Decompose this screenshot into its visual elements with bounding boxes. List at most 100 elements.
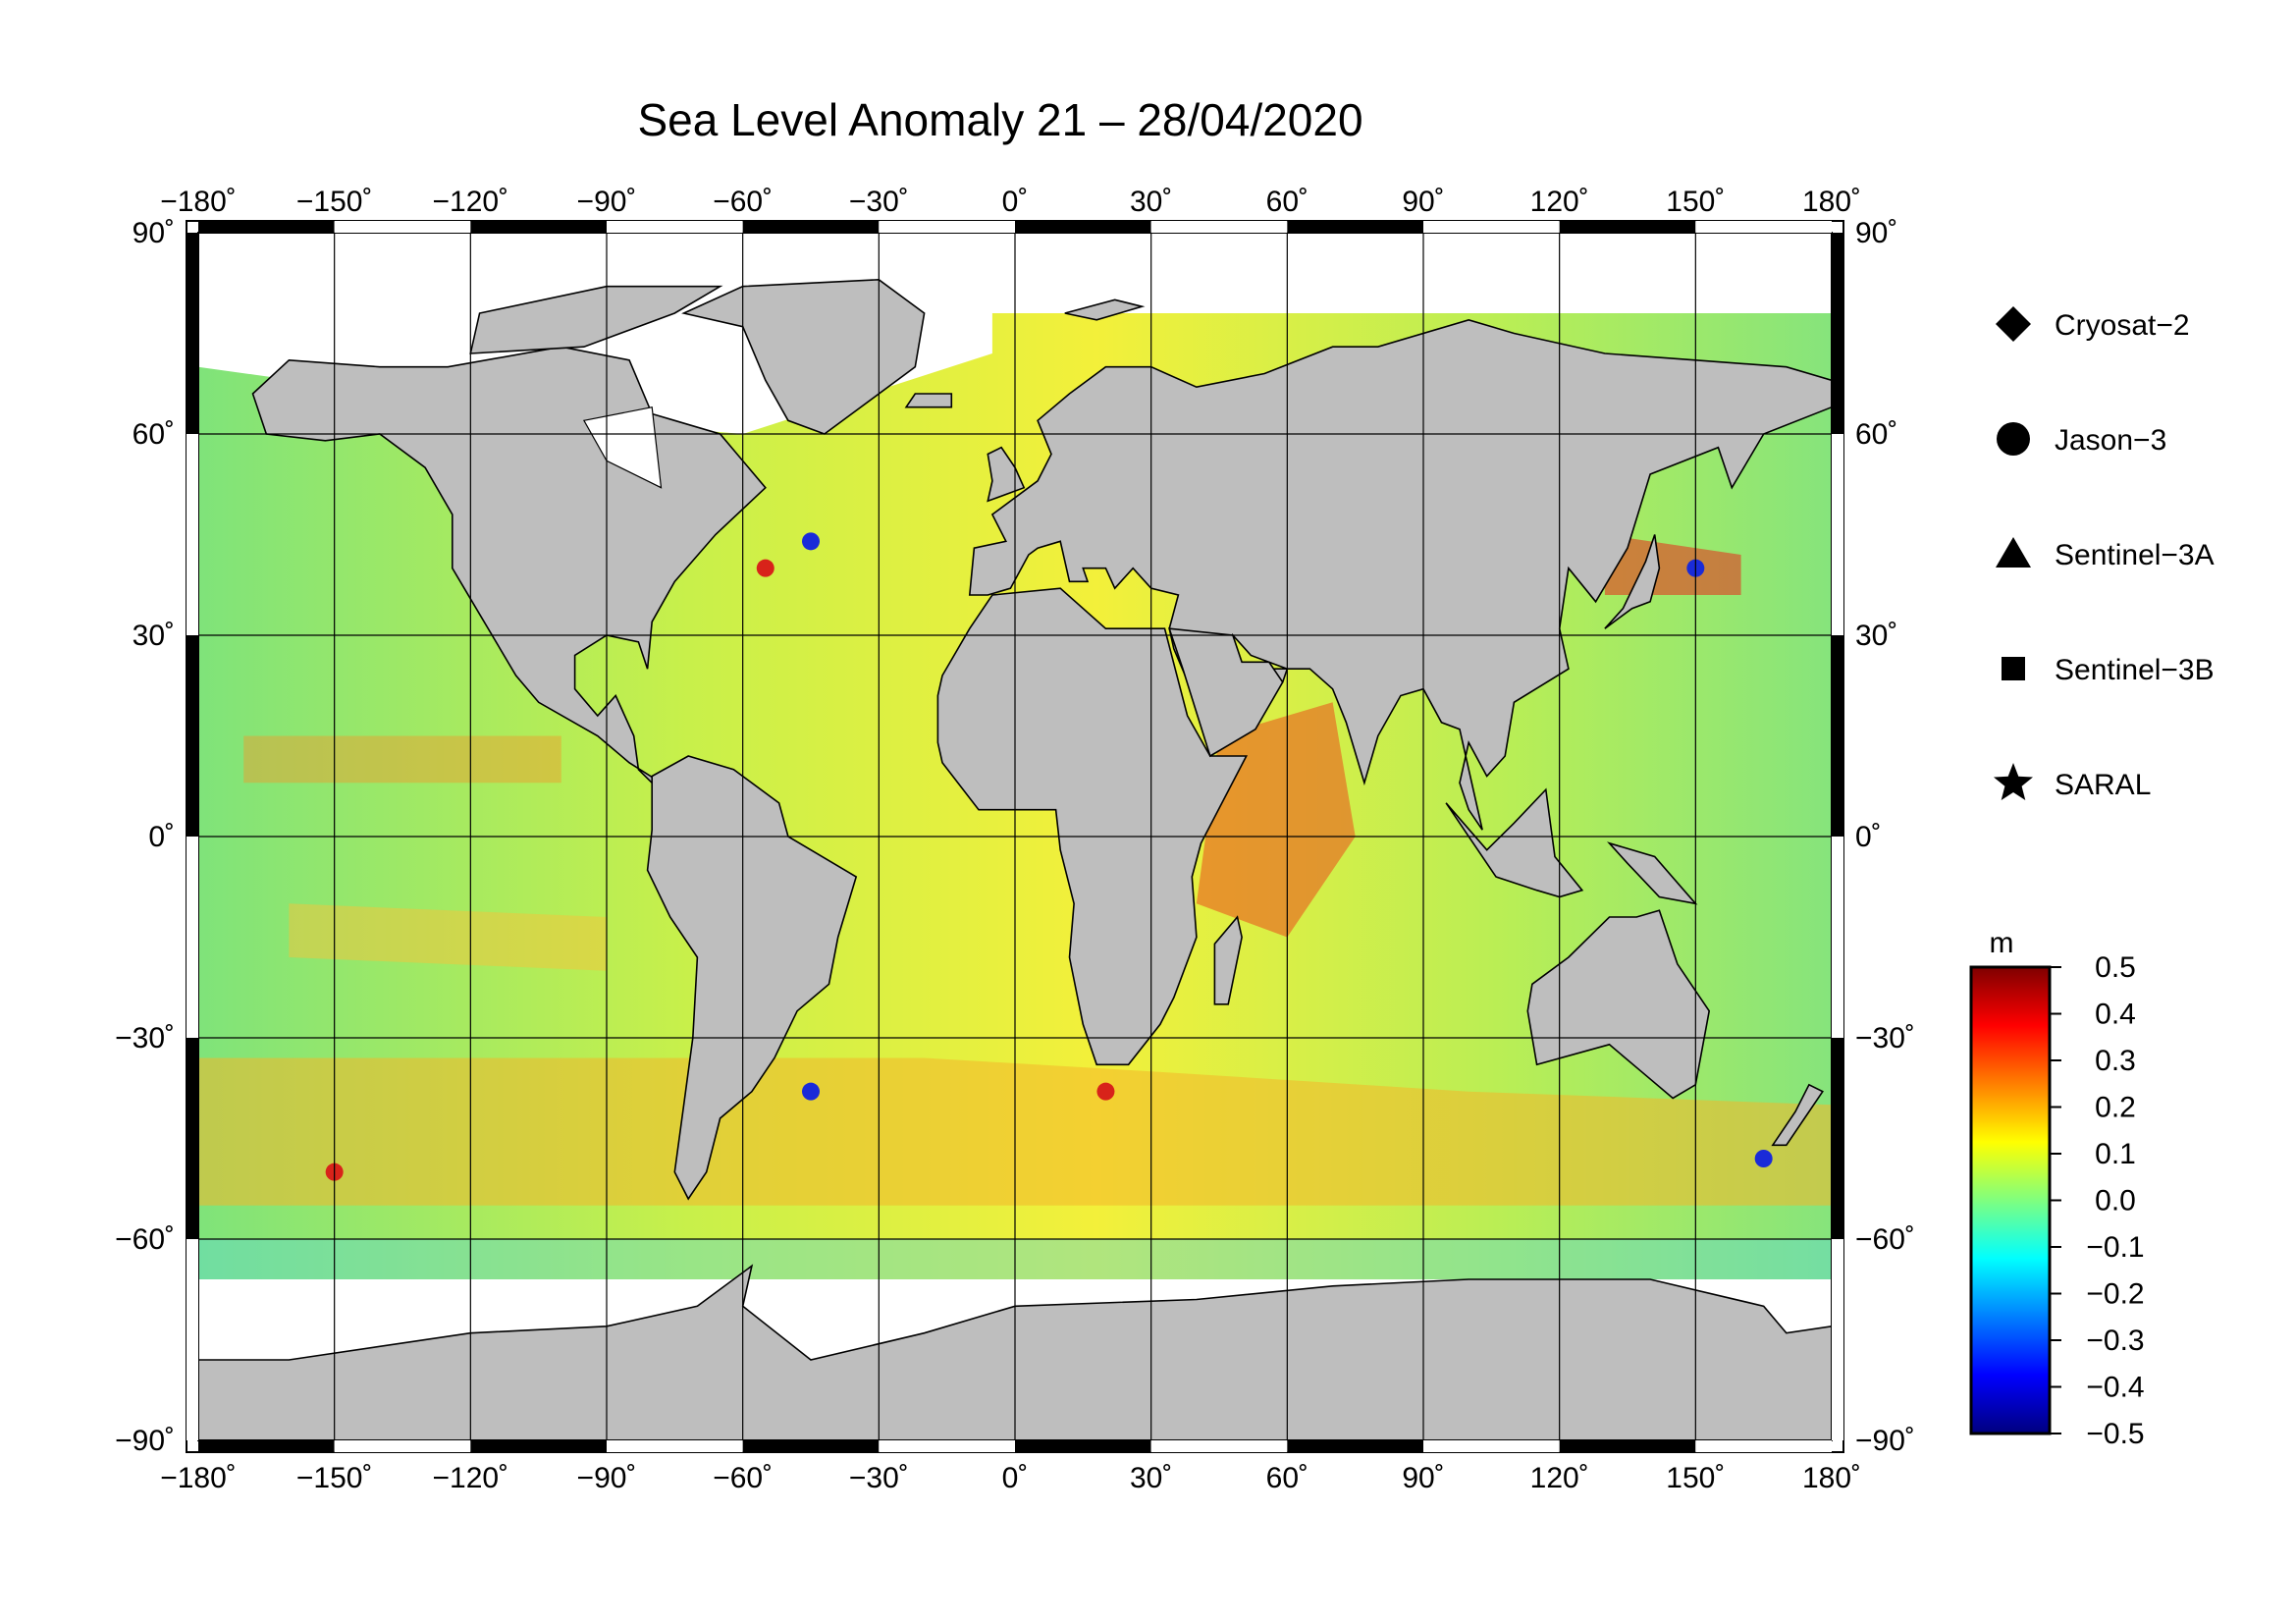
frame-bar <box>187 1239 198 1440</box>
lon-tick-label: −150˚ <box>296 186 373 218</box>
satellite-legend: Cryosat−2 Jason−3 Sentinel−3A Sentinel−3B SA… <box>1994 306 2215 801</box>
circle-icon <box>1997 422 2030 456</box>
frame-bar <box>1015 1440 1151 1452</box>
frame-bar <box>1832 1239 1843 1440</box>
anomaly-spot <box>1096 1082 1115 1101</box>
lon-tick-label: 30˚ <box>1130 186 1172 218</box>
frame-bar <box>1423 221 1560 233</box>
frame-bar <box>879 221 1015 233</box>
legend-item: Sentinel−3B <box>2002 654 2215 686</box>
land-australia <box>1526 909 1711 1100</box>
legend-item: Cryosat−2 <box>1996 306 2190 342</box>
lat-tick-label: −30˚ <box>115 1022 175 1055</box>
map-panel <box>198 233 1832 1440</box>
frame-bar <box>1832 233 1843 434</box>
legend-label: Cryosat−2 <box>2055 309 2190 342</box>
lon-tick-label: −30˚ <box>849 1462 909 1494</box>
lon-tick-label: 90˚ <box>1402 1462 1444 1494</box>
frame-bar <box>198 1440 335 1452</box>
frame-bar <box>470 221 607 233</box>
frame-bar <box>1423 1440 1560 1452</box>
anomaly-spot <box>1754 1150 1773 1167</box>
frame-bar <box>187 434 198 635</box>
anomaly-spot <box>756 559 774 577</box>
lat-tick-label: 60˚ <box>1855 418 1897 451</box>
triangle-icon <box>1996 537 2031 568</box>
frame-bar <box>1287 1440 1423 1452</box>
south-pacific-band <box>289 903 607 971</box>
lon-tick-label: 180˚ <box>1802 186 1861 218</box>
frame-bar <box>1150 1440 1288 1452</box>
frame-bar <box>1559 221 1696 233</box>
land-south-america <box>646 755 858 1201</box>
lon-tick-label: −90˚ <box>577 1462 637 1494</box>
chart-title: Sea Level Anomaly 21 – 28/04/2020 <box>637 94 1362 145</box>
frame-bar <box>334 1440 471 1452</box>
colorbar-ticks: 0.5 0.4 0.3 0.2 0.1 0.0 −0.1 −0.2 −0.3 −0.4 −0.5 <box>2050 951 2145 1450</box>
frame-bar <box>1559 1440 1696 1452</box>
land-eurasia <box>968 318 1832 831</box>
longitude-labels-bottom: −180˚ −150˚ −120˚ −90˚ −60˚ −30˚ 0˚ 30˚ 60˚ 90˚ 12… <box>160 1462 1861 1494</box>
frame-bar <box>1832 635 1843 837</box>
anomaly-spot <box>802 1082 820 1101</box>
frame-bar <box>187 837 198 1038</box>
hudson-bay-ice <box>582 406 663 489</box>
land-canadian-islands <box>469 285 723 354</box>
lon-tick-label: 120˚ <box>1530 1462 1589 1494</box>
map-frame <box>186 220 1844 1453</box>
lat-tick-label: 30˚ <box>133 620 175 652</box>
frame-bar <box>334 221 471 233</box>
latitude-labels-right: 90˚ 60˚ 30˚ 0˚ −30˚ −60˚ −90˚ <box>1855 217 1915 1457</box>
colorbar-scale <box>1969 965 2052 1435</box>
land-arabia <box>1168 627 1284 758</box>
lon-tick-label: −180˚ <box>160 186 237 218</box>
lon-tick-label: −60˚ <box>713 186 773 218</box>
lon-tick-label: 120˚ <box>1530 186 1589 218</box>
colorbar-tick-label: 0.4 <box>2095 999 2136 1031</box>
colorbar: m 0.5 0.4 0.3 0.2 0.1 0.0 −0.1 −0.2 −0.3 −0.4 −0.5 <box>1969 927 2145 1450</box>
land-japan <box>1604 534 1661 629</box>
legend-label: SARAL <box>2055 769 2151 801</box>
lon-tick-label: 0˚ <box>1002 186 1029 218</box>
diamond-icon <box>1996 306 2031 342</box>
lon-tick-label: 60˚ <box>1266 1462 1308 1494</box>
frame-bar <box>187 1038 198 1239</box>
lat-tick-label: −60˚ <box>115 1223 175 1256</box>
legend-item: SARAL <box>1994 763 2151 801</box>
land-new-guinea <box>1607 841 1698 905</box>
frame-bar <box>879 1440 1015 1452</box>
land-iceland <box>904 393 953 408</box>
frame-bar <box>742 1440 880 1452</box>
frame-bar <box>1832 837 1843 1038</box>
lon-tick-label: −180˚ <box>160 1462 237 1494</box>
anomaly-spot <box>802 532 820 551</box>
longitude-labels-top: −180˚ −150˚ −120˚ −90˚ −60˚ −30˚ 0˚ 30˚ 60˚ 90˚ 12… <box>160 186 1861 218</box>
colorbar-tick-label: 0.3 <box>2095 1045 2136 1077</box>
lon-tick-label: 180˚ <box>1802 1462 1861 1494</box>
land-new-zealand <box>1771 1083 1824 1147</box>
frame-bar <box>1150 221 1288 233</box>
frame-bar <box>1832 1038 1843 1239</box>
frame-bar <box>607 1440 743 1452</box>
lat-tick-label: −90˚ <box>1855 1425 1915 1457</box>
lon-tick-label: 150˚ <box>1666 1462 1725 1494</box>
lon-tick-label: −150˚ <box>296 1462 373 1494</box>
lon-tick-label: −90˚ <box>577 186 637 218</box>
colorbar-tick-label: 0.0 <box>2095 1185 2136 1217</box>
frame-bar <box>607 221 743 233</box>
lat-tick-label: 30˚ <box>1855 620 1897 652</box>
frame-bar <box>1287 221 1423 233</box>
colorbar-unit: m <box>1990 927 2014 959</box>
colorbar-tick-label: 0.1 <box>2095 1138 2136 1170</box>
lat-tick-label: −60˚ <box>1855 1223 1915 1256</box>
graticule-grid <box>198 233 1832 1440</box>
colorbar-tick-label: −0.5 <box>2086 1418 2144 1450</box>
legend-label: Sentinel−3B <box>2055 654 2215 686</box>
colorbar-tick-label: −0.4 <box>2086 1372 2144 1404</box>
frame-bar <box>198 221 335 233</box>
frame-bar <box>1695 221 1832 233</box>
lat-tick-label: −90˚ <box>115 1425 175 1457</box>
lat-tick-label: 0˚ <box>148 821 175 853</box>
lon-tick-label: 0˚ <box>1002 1462 1029 1494</box>
